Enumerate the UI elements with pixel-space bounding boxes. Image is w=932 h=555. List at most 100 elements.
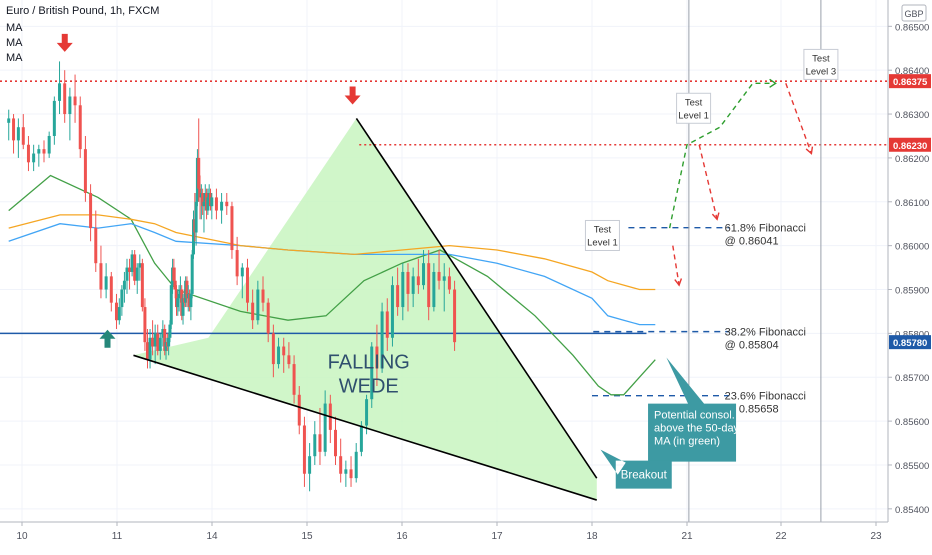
candle[interactable] — [135, 263, 139, 294]
candle[interactable] — [206, 188, 210, 215]
candle[interactable] — [302, 416, 306, 487]
candle[interactable] — [68, 87, 72, 141]
candle[interactable] — [114, 293, 118, 329]
candle[interactable] — [161, 320, 165, 347]
candle[interactable] — [104, 263, 108, 299]
candle[interactable] — [396, 267, 400, 316]
candle[interactable] — [406, 263, 410, 312]
price-badge[interactable]: 0.86230 — [889, 137, 931, 152]
candle[interactable] — [151, 320, 155, 356]
candle[interactable] — [245, 258, 249, 312]
candle[interactable] — [32, 144, 36, 172]
candle[interactable] — [185, 276, 189, 308]
candle[interactable] — [42, 140, 46, 163]
candle[interactable] — [63, 70, 67, 123]
candle[interactable] — [437, 250, 441, 290]
candle[interactable] — [411, 267, 415, 308]
candle[interactable] — [323, 390, 327, 457]
candle[interactable] — [120, 285, 124, 316]
wedge-lower-line[interactable] — [133, 354, 597, 501]
candle[interactable] — [318, 407, 322, 465]
candle[interactable] — [261, 276, 265, 312]
candle[interactable] — [16, 118, 20, 158]
candle[interactable] — [99, 245, 103, 299]
candle[interactable] — [153, 324, 157, 365]
candle[interactable] — [117, 298, 121, 325]
candle[interactable] — [83, 135, 87, 202]
candle[interactable] — [297, 386, 301, 435]
candle[interactable] — [89, 184, 93, 242]
ma-orange-line[interactable] — [8, 214, 656, 291]
candle[interactable] — [334, 416, 337, 465]
candle[interactable] — [349, 456, 353, 487]
candle[interactable] — [37, 144, 41, 167]
candle[interactable] — [169, 280, 173, 329]
candle[interactable] — [375, 324, 379, 387]
candle[interactable] — [220, 193, 224, 224]
ma-blue-line[interactable] — [8, 223, 656, 326]
candle[interactable] — [128, 258, 132, 290]
candle[interactable] — [189, 289, 193, 321]
candle[interactable] — [427, 250, 431, 321]
candle[interactable] — [230, 201, 234, 259]
candle[interactable] — [390, 276, 394, 347]
candle[interactable] — [385, 298, 389, 351]
candle[interactable] — [130, 250, 134, 277]
test-level-label[interactable]: Test Level 1 — [584, 219, 620, 251]
price-badge[interactable]: 0.85780 — [889, 335, 931, 350]
candle[interactable] — [282, 337, 286, 373]
ma-legend-2[interactable]: MA — [6, 37, 23, 49]
candle[interactable] — [344, 460, 348, 487]
candle[interactable] — [225, 193, 229, 215]
candle[interactable] — [256, 280, 260, 325]
candle[interactable] — [78, 96, 82, 158]
candle[interactable] — [7, 109, 11, 141]
callout-breakout[interactable]: Breakout — [600, 449, 672, 489]
candle[interactable] — [271, 324, 275, 378]
candle[interactable] — [370, 342, 374, 408]
candle[interactable] — [122, 271, 126, 303]
candle[interactable] — [416, 258, 420, 294]
candle[interactable] — [442, 263, 446, 312]
candle[interactable] — [313, 421, 317, 465]
candle[interactable] — [235, 236, 239, 286]
candle[interactable] — [339, 438, 343, 483]
candle[interactable] — [251, 289, 255, 329]
candle[interactable] — [401, 263, 405, 321]
candle[interactable] — [266, 298, 270, 343]
candle[interactable] — [192, 210, 195, 259]
candle[interactable] — [210, 193, 214, 220]
candle[interactable] — [292, 355, 296, 404]
candle[interactable] — [143, 298, 147, 351]
candle[interactable] — [52, 96, 56, 145]
time-axis[interactable]: 10 11 14 15 16 17 18 21 22 23 — [0, 521, 888, 550]
candle[interactable] — [26, 135, 30, 172]
currency-badge[interactable]: GBP — [901, 4, 927, 22]
price-badge[interactable]: 0.86375 — [889, 74, 931, 89]
candle[interactable] — [73, 74, 77, 123]
candle[interactable] — [197, 118, 201, 202]
candle[interactable] — [214, 188, 218, 220]
candle[interactable] — [140, 258, 144, 312]
ma-legend-1[interactable]: MA — [6, 22, 23, 34]
candle[interactable] — [354, 443, 358, 483]
test-level-label[interactable]: Test Level 1 — [676, 92, 712, 124]
ma-legend-3[interactable]: MA — [6, 52, 23, 64]
candle[interactable] — [21, 114, 25, 150]
candle[interactable] — [94, 210, 98, 272]
candle[interactable] — [190, 250, 194, 299]
candle[interactable] — [277, 337, 281, 369]
candle[interactable] — [156, 324, 160, 356]
price-axis[interactable]: 0.86500 0.86400 0.86300 0.86200 0.86100 0.860… — [887, 0, 932, 550]
candle[interactable] — [58, 61, 62, 115]
candle[interactable] — [125, 258, 129, 294]
candle[interactable] — [158, 333, 162, 360]
wedge-upper-line[interactable] — [355, 117, 598, 479]
candle[interactable] — [109, 271, 113, 312]
candle[interactable] — [432, 263, 436, 312]
candle[interactable] — [148, 328, 152, 369]
candle[interactable] — [240, 263, 244, 299]
test-level-label[interactable]: Test Level 3 — [803, 48, 839, 80]
candle[interactable] — [145, 328, 149, 369]
